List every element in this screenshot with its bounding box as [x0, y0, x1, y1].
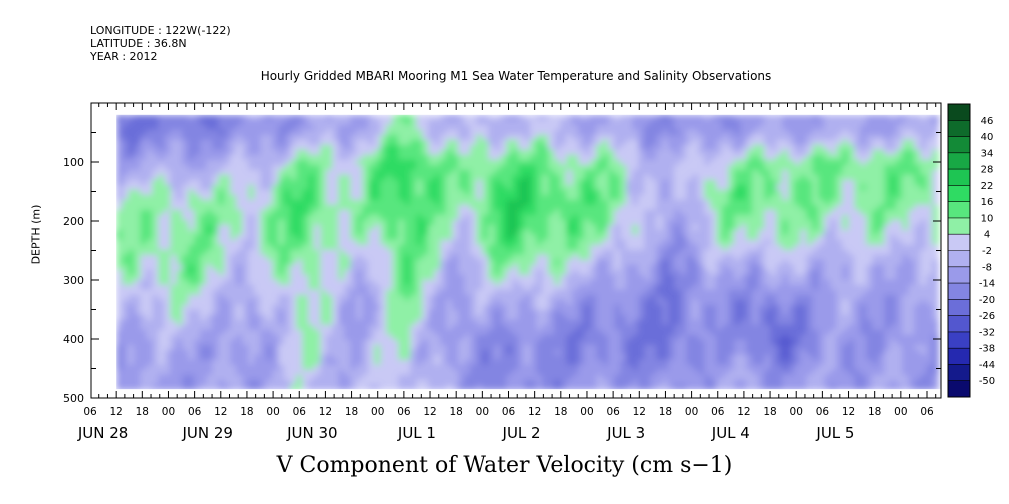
longitude-label: LONGITUDE : 122W(-122)	[90, 24, 231, 37]
x-tick-label: 12	[423, 406, 436, 418]
x-tick-label: 12	[214, 406, 227, 418]
x-tick-label: 00	[790, 406, 803, 418]
x-tick-label: 00	[894, 406, 907, 418]
x-tick-label: 18	[554, 406, 567, 418]
y-tick-label: 100	[63, 156, 84, 169]
year-label: YEAR : 2012	[90, 50, 158, 63]
colorbar-label: -2	[982, 246, 992, 257]
x-tick-label: 00	[371, 406, 384, 418]
colorbar-swatch	[948, 152, 970, 170]
x-tick-label: 12	[528, 406, 541, 418]
colorbar-swatch	[948, 185, 970, 203]
x-tick-label: 06	[816, 406, 830, 418]
x-tick-label: 12	[633, 406, 646, 418]
colorbar-label: -20	[979, 295, 995, 306]
colorbar-swatch	[948, 169, 970, 186]
colorbar-swatch	[948, 348, 970, 365]
x-day-label: JUL 5	[815, 424, 854, 442]
x-tick-label: 18	[450, 406, 463, 418]
x-tick-label: 18	[763, 406, 776, 418]
x-tick-label: 12	[842, 406, 855, 418]
colorbar-swatch	[948, 120, 970, 138]
colorbar-swatch	[948, 201, 970, 219]
x-tick-label: 06	[188, 406, 202, 418]
colorbar-swatch	[948, 315, 970, 333]
colorbar-label: 40	[981, 132, 994, 143]
colorbar-label: -44	[979, 360, 995, 371]
y-tick-label: 200	[63, 215, 84, 228]
colorbar-label: 34	[981, 148, 994, 159]
y-tick-label: 300	[63, 274, 84, 287]
colorbar-label: 16	[981, 197, 994, 208]
x-tick-label: 06	[502, 406, 516, 418]
x-tick-label: 06	[83, 406, 97, 418]
colorbar-swatch	[948, 299, 970, 317]
x-day-label: JUL 3	[606, 424, 645, 442]
colorbar-swatch	[948, 364, 970, 382]
x-day-label: JUN 29	[181, 424, 232, 442]
x-day-label: JUL 2	[502, 424, 541, 442]
latitude-label: LATITUDE : 36.8N	[90, 37, 187, 50]
colorbar-swatch	[948, 283, 970, 300]
x-tick-label: 06	[293, 406, 307, 418]
colorbar-swatch	[948, 250, 970, 268]
colorbar-label: -8	[982, 262, 992, 273]
x-tick-label: 00	[266, 406, 279, 418]
axis-ticks: 06 12 18 00 06 12 18 00 06 12 18 00 06 12 18 00 06 12 18 00…	[63, 102, 941, 442]
x-tick-label: 00	[476, 406, 489, 418]
x-tick-label: 00	[685, 406, 698, 418]
colorbar-label: -50	[979, 376, 995, 387]
x-tick-label: 18	[240, 406, 253, 418]
colorbar: 46 40 34 28 22 16 10 4 -2 -8 -14 -20 -26 -32 -38 -44 -50	[947, 103, 995, 398]
x-tick-label: 06	[920, 406, 934, 418]
chart-title: Hourly Gridded MBARI Mooring M1 Sea Wate…	[260, 69, 772, 83]
colorbar-label: -14	[979, 279, 995, 290]
y-tick-label: 400	[63, 333, 84, 346]
chart-caption: V Component of Water Velocity (cm s−1)	[276, 453, 733, 478]
x-tick-label: 06	[397, 406, 411, 418]
x-day-label: JUN 28	[77, 424, 128, 442]
colorbar-label: 46	[981, 116, 994, 127]
x-tick-label: 18	[868, 406, 881, 418]
colorbar-swatch	[948, 104, 970, 121]
colorbar-swatch	[948, 217, 970, 235]
y-tick-label: 500	[63, 392, 84, 405]
colorbar-swatch	[948, 331, 970, 349]
colorbar-label: 10	[981, 213, 994, 224]
colorbar-label: 22	[981, 181, 994, 192]
colorbar-swatch	[948, 266, 970, 284]
x-day-label: JUN 30	[286, 424, 337, 442]
x-tick-label: 18	[136, 406, 149, 418]
x-tick-label: 12	[109, 406, 122, 418]
colorbar-label: 28	[981, 165, 994, 176]
colorbar-label: -32	[979, 327, 995, 338]
colorbar-label: 4	[984, 230, 990, 241]
x-tick-label: 06	[606, 406, 620, 418]
x-tick-label: 00	[580, 406, 593, 418]
colorbar-swatch	[948, 136, 970, 154]
x-tick-label: 06	[711, 406, 725, 418]
colorbar-label: -26	[979, 311, 995, 322]
velocity-field	[91, 103, 941, 398]
colorbar-swatch	[948, 234, 970, 251]
x-tick-label: 12	[737, 406, 750, 418]
x-tick-label: 12	[319, 406, 332, 418]
x-tick-label: 18	[345, 406, 358, 418]
x-tick-label: 18	[659, 406, 672, 418]
x-day-label: JUL 4	[711, 424, 750, 442]
colorbar-swatch	[948, 380, 970, 398]
x-tick-label: 00	[162, 406, 175, 418]
colorbar-label: -38	[979, 344, 995, 355]
x-day-label: JUL 1	[397, 424, 436, 442]
